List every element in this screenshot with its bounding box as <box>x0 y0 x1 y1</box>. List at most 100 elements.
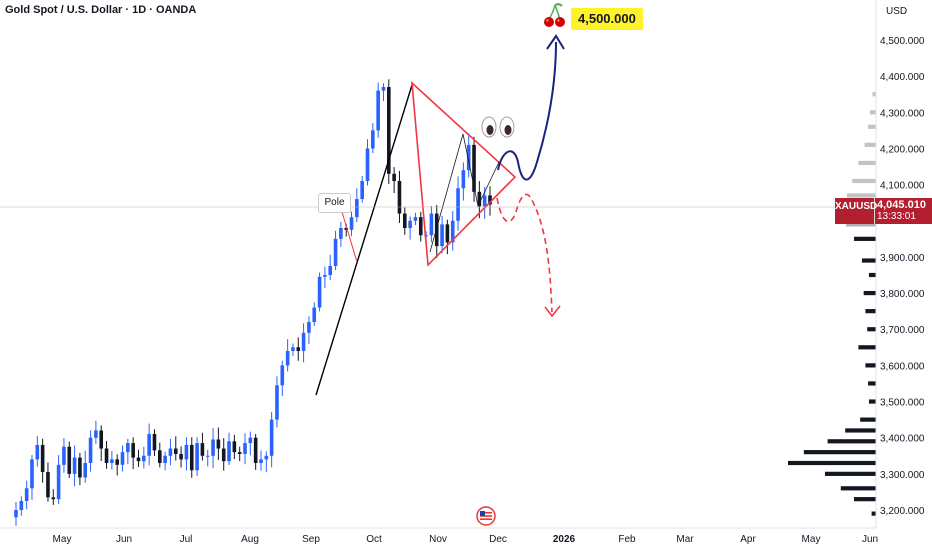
price-tick-label: 3,300.000 <box>880 470 925 481</box>
candle-body <box>94 430 98 438</box>
time-tick-label: Dec <box>489 534 507 545</box>
volume-profile-bar <box>854 497 876 502</box>
volume-profile-bar <box>824 471 876 476</box>
volume-profile-bar <box>860 417 876 422</box>
candle-body <box>456 188 460 221</box>
us-flag-icon[interactable] <box>476 506 496 526</box>
candle-body <box>413 217 418 221</box>
drawings-layer <box>315 34 565 396</box>
candle-body <box>312 307 317 322</box>
candle-body <box>24 488 29 501</box>
candle-body <box>445 224 450 243</box>
volume-profile-bar <box>868 381 876 386</box>
candle-body <box>466 144 471 171</box>
volume-profile-bar <box>867 327 876 332</box>
candle-body <box>450 220 455 243</box>
candle-body <box>142 455 146 462</box>
price-tick-label: 3,600.000 <box>880 361 925 372</box>
candle-body <box>227 441 231 462</box>
candle-body <box>482 195 487 207</box>
volume-profile-bar <box>827 439 876 444</box>
price-tag-countdown: 13:33:01 <box>877 211 916 222</box>
candle-body <box>56 464 61 500</box>
current-price-tag: XAUUSD 4,045.010 13:33:01 <box>835 198 932 224</box>
candle-body <box>179 453 183 460</box>
candle-body <box>248 437 253 444</box>
candle-body <box>163 455 167 463</box>
price-tag-symbol: XAUUSD <box>835 198 877 224</box>
time-tick-label: Oct <box>366 534 382 545</box>
candle-body <box>78 457 82 478</box>
pennant-triangle <box>411 81 517 267</box>
price-tick-label: 4,300.000 <box>880 108 925 119</box>
volume-profile-bar <box>863 290 876 296</box>
price-tag-price: 4,045.010 <box>877 199 926 211</box>
candle-body <box>317 276 322 308</box>
candle-body <box>173 448 178 454</box>
bullish-arrowhead <box>546 34 565 50</box>
time-tick-label: Apr <box>740 534 756 545</box>
candle-body <box>51 497 56 500</box>
volume-profile-bar <box>840 486 876 491</box>
price-tick-label: 3,400.000 <box>880 434 925 445</box>
volume-profile-bar <box>854 236 876 241</box>
candle-body <box>381 87 386 91</box>
bearish-projection-path <box>496 193 553 313</box>
eyes-icon <box>481 116 515 138</box>
time-tick-label: Jul <box>180 534 193 545</box>
candle-body <box>136 457 141 462</box>
volume-profile-bar <box>846 222 876 227</box>
volume-profile-bar <box>865 363 876 368</box>
volume-profile-bar <box>872 92 876 97</box>
candle-body <box>62 446 66 465</box>
candle-body <box>35 444 40 460</box>
time-tick-label: Aug <box>241 534 259 545</box>
candle-body <box>152 434 157 451</box>
candle-body <box>259 459 263 463</box>
volume-profile-bar <box>868 399 876 404</box>
volume-profile-bar <box>858 345 876 350</box>
candle-body <box>477 191 482 207</box>
candle-body <box>232 441 237 453</box>
price-tick-label: 3,900.000 <box>880 253 925 264</box>
candle-body <box>360 181 364 200</box>
time-tick-label: Mar <box>676 534 694 545</box>
candle-body <box>323 275 327 277</box>
candle-body <box>184 444 189 460</box>
pole-label[interactable]: Pole <box>318 193 351 213</box>
candle-body <box>434 213 439 247</box>
price-axis[interactable]: 4,500.000 4,400.000 4,300.000 4,200.000 4,10… <box>880 36 925 517</box>
candle-body <box>147 434 151 456</box>
candle-body <box>339 228 343 239</box>
volume-profile-bar <box>864 142 876 147</box>
candle-body <box>157 450 162 463</box>
price-tick-label: 4,500.000 <box>880 36 925 47</box>
volume-profile-bar <box>861 258 876 263</box>
candle-body <box>14 510 18 518</box>
bullish-projection-path <box>497 41 557 181</box>
price-tick-label: 3,500.000 <box>880 398 925 409</box>
candle-body <box>285 350 290 366</box>
candle-body <box>408 220 412 228</box>
candle-body <box>307 322 311 333</box>
candle-body <box>365 148 370 181</box>
time-axis[interactable]: May Jun Jul Aug Sep Oct Nov Dec 2026 Feb Mar Apr May… <box>53 534 879 545</box>
candle-body <box>115 459 119 465</box>
cherries-icon <box>544 3 565 27</box>
volume-profile-bar <box>846 193 876 198</box>
candle-body <box>237 452 242 454</box>
volume-profile-bar <box>868 124 876 129</box>
currency-label[interactable]: USD <box>886 6 908 17</box>
time-tick-label: 2026 <box>553 534 576 545</box>
candle-body <box>200 443 205 456</box>
candle-body <box>269 419 274 456</box>
candle-body <box>46 472 50 498</box>
candle-body <box>243 443 247 454</box>
candle-body <box>333 238 338 266</box>
candle-body <box>110 459 114 463</box>
target-price-label[interactable]: 4,500.000 <box>571 8 643 30</box>
candle-body <box>392 173 396 181</box>
wave-lines <box>429 133 500 253</box>
price-tick-label: 3,700.000 <box>880 325 925 336</box>
